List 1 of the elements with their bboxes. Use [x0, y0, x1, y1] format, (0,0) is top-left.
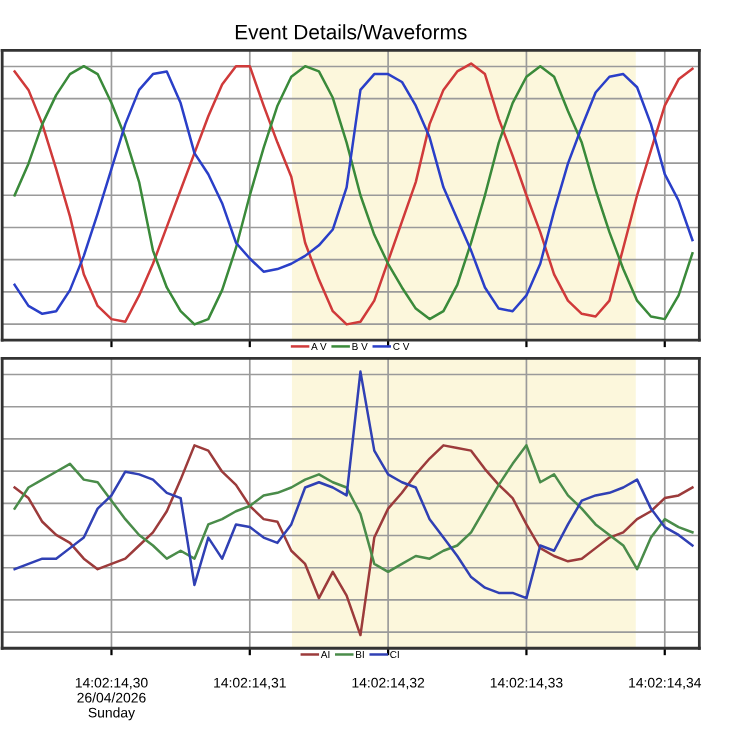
chart-title: Event Details/Waveforms — [235, 24, 467, 40]
